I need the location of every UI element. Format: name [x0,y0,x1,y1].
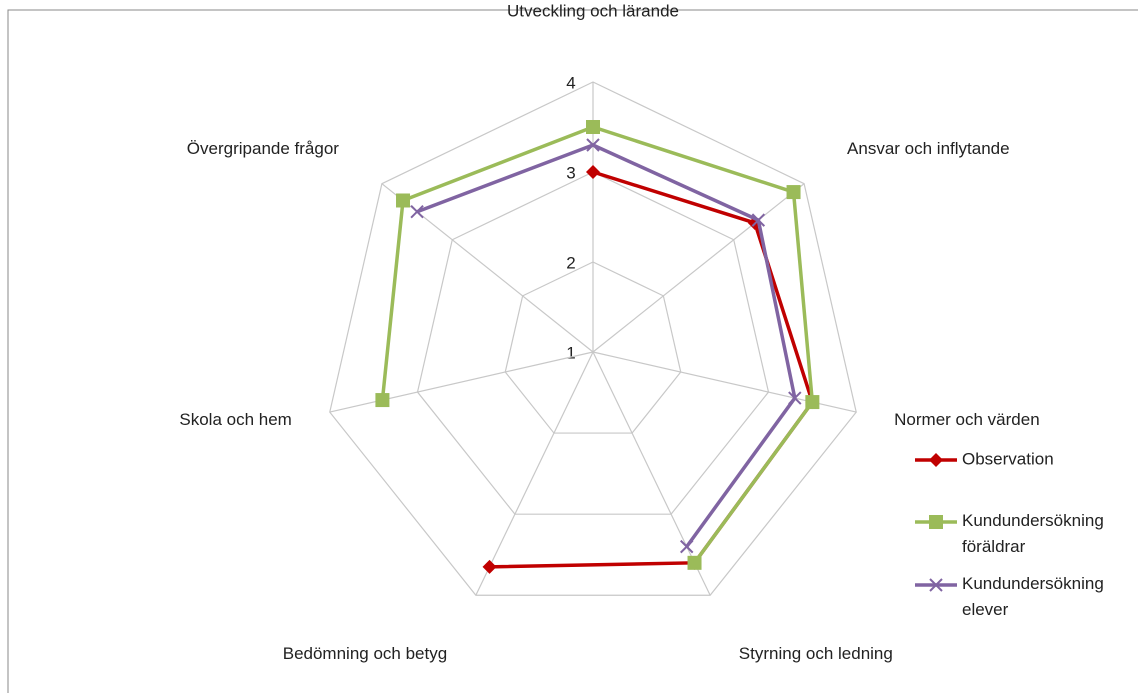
category-label: Skola och hem [179,410,291,429]
category-label: Normer och värden [894,410,1040,429]
spoke [592,351,711,596]
legend-label-line: Kundundersökning [962,574,1104,593]
series-marker [687,555,702,570]
spoke [592,183,805,353]
series-marker [410,205,424,219]
series-line [416,143,797,548]
y-tick-label: 2 [566,253,575,272]
series-marker [375,393,390,408]
category-label: Ansvar och inflytande [847,139,1010,158]
chart-frame [7,9,1138,693]
series-marker [805,395,820,410]
series-line [380,125,815,564]
y-tick-label: 1 [566,343,575,362]
legend-marker [929,515,943,529]
grid-ring [416,171,770,515]
legend-label-line: Kundundersökning [962,511,1104,530]
grid-ring [504,261,682,434]
series-marker [482,559,497,574]
legend-label: Observation [962,449,1054,468]
spoke [475,351,594,596]
series-marker [680,539,694,554]
legend-marker [929,453,943,467]
legend-marker [929,578,943,592]
legend-label: Kundundersökning föräldrar [962,511,1104,556]
y-tick-label: 3 [566,163,575,182]
series-marker [586,120,600,134]
series-marker [586,165,600,179]
spoke [329,351,594,413]
series-marker [751,213,766,227]
series-marker [586,138,600,152]
category-label: Styrning och ledning [739,644,893,663]
series-marker [786,185,801,200]
legend-label: Kundundersökning elever [962,574,1104,619]
grid-ring [329,81,857,596]
category-label: Bedömning och betyg [283,644,447,663]
legend-label-line: föräldrar [962,537,1026,556]
series-marker [396,193,411,208]
series-marker [788,391,802,405]
category-label: Utveckling och lärande [507,1,679,20]
y-tick-label: 4 [566,73,575,92]
category-label: Övergripande frågor [187,139,339,158]
legend-label-line: elever [962,600,1009,619]
